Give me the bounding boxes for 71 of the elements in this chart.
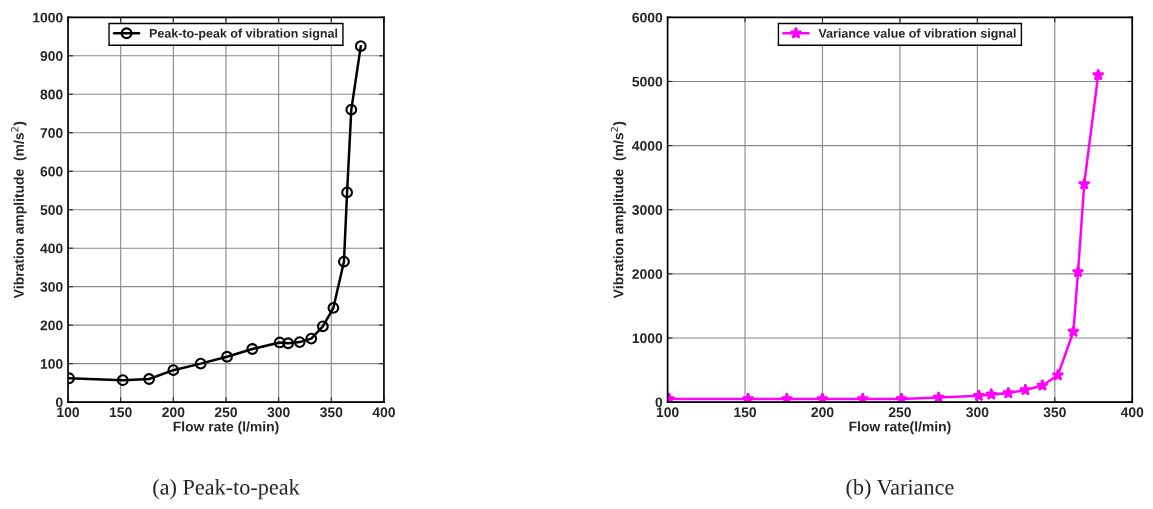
x-tick-label: 100 [57, 407, 80, 418]
y-tick-label: 0 [55, 397, 63, 408]
y-tick-label: 900 [40, 51, 63, 61]
point [316, 320, 329, 333]
point [1002, 386, 1015, 399]
point [143, 373, 156, 385]
point [305, 332, 318, 345]
point [116, 374, 129, 387]
y-tick-label: 100 [40, 358, 63, 369]
point [972, 389, 986, 402]
legend-label: Peak-to-peak of vibration signal [149, 28, 338, 41]
point [194, 357, 207, 370]
point [1036, 378, 1049, 391]
y-tick-label: 4000 [632, 140, 663, 151]
x-axis-title: Flow rate (l/min) [173, 421, 279, 435]
point [327, 301, 340, 314]
point [984, 387, 998, 400]
point [1019, 383, 1032, 396]
point [1051, 368, 1065, 381]
point [895, 392, 908, 403]
y-tick-label: 2000 [632, 269, 663, 280]
y-tick-label: 200 [40, 320, 63, 331]
point [246, 343, 259, 355]
x-tick-label: 350 [320, 407, 343, 418]
point [1077, 177, 1091, 190]
point [1067, 324, 1080, 338]
y-tick-label: 300 [40, 282, 63, 292]
point [816, 392, 829, 403]
x-tick-label: 400 [1120, 407, 1144, 418]
y-tick-label: 800 [40, 89, 63, 100]
y-tick-label: 400 [40, 243, 63, 254]
y-tick-label: 600 [40, 166, 63, 177]
x-tick-label: 250 [214, 407, 238, 418]
point [780, 392, 794, 403]
point [345, 103, 358, 116]
x-tick-label: 200 [811, 407, 834, 418]
y-tick-label: 1000 [632, 333, 663, 344]
x-tick-label: 300 [966, 407, 989, 418]
y-tick-label: 700 [40, 128, 63, 138]
point [856, 392, 870, 403]
x-axis-title: Flow rate(l/min) [849, 421, 951, 435]
point [354, 40, 367, 53]
point [1071, 265, 1085, 278]
x-tick-label: 300 [267, 407, 290, 418]
y-tick-label: 500 [40, 205, 63, 215]
x-tick-label: 400 [372, 407, 395, 418]
x-tick-label: 150 [734, 407, 757, 418]
x-tick-label: 150 [109, 407, 132, 418]
point [167, 364, 180, 377]
y-tick-label: 1000 [33, 12, 63, 23]
y-axis-title: Vibration amplitude (m/s$^{2}$) [610, 121, 627, 299]
y-tick-label: 5000 [632, 76, 663, 87]
text: (b) Variance [846, 479, 954, 500]
y-tick-label: 6000 [632, 12, 663, 23]
point [282, 337, 295, 350]
point [221, 350, 233, 363]
point [741, 392, 755, 403]
point [341, 186, 353, 199]
x-tick-label: 250 [888, 407, 911, 418]
y-tick-label: 0 [655, 397, 663, 408]
x-tick-label: 350 [1043, 407, 1066, 418]
x-tick-label: 100 [656, 407, 679, 418]
point [1091, 68, 1105, 81]
legend-label: Variance value of vibration signal [818, 28, 1016, 41]
x-tick-label: 200 [162, 407, 185, 418]
point [338, 255, 350, 268]
y-axis-title: Vibration amplitude (m/s$^{2}$) [11, 121, 27, 299]
text: (a) Peak-to-peak [153, 479, 300, 500]
point [293, 336, 306, 348]
point [273, 336, 286, 349]
y-tick-label: 3000 [632, 205, 663, 215]
